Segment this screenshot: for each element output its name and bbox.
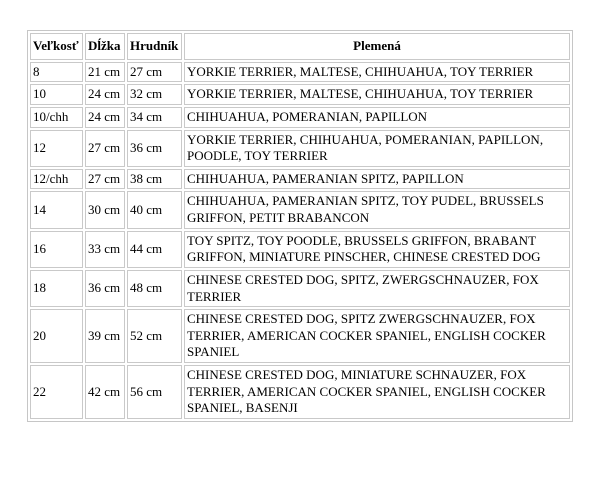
size-cell: 12/chh xyxy=(30,168,83,190)
table-row: 14 30 cm 40 cm CHIHUAHUA, PAMERANIAN SPI… xyxy=(30,191,570,229)
length-cell: 24 cm xyxy=(85,106,125,128)
header-row: Veľkosť Dĺžka Hrudník Plemená xyxy=(30,33,570,60)
table-row: 8 21 cm 27 cm YORKIE TERRIER, MALTESE, C… xyxy=(30,61,570,83)
breeds-cell: CHINESE CRESTED DOG, SPITZ ZWERGSCHNAUZE… xyxy=(184,309,570,363)
breeds-cell: CHINESE CRESTED DOG, MINIATURE SCHNAUZER… xyxy=(184,365,570,419)
breeds-cell: YORKIE TERRIER, MALTESE, CHIHUAHUA, TOY … xyxy=(184,61,570,83)
length-cell: 33 cm xyxy=(85,230,125,268)
size-cell: 22 xyxy=(30,365,83,419)
table-row: 10/chh 24 cm 34 cm CHIHUAHUA, POMERANIAN… xyxy=(30,106,570,128)
length-cell: 30 cm xyxy=(85,191,125,229)
breeds-column-header: Plemená xyxy=(184,33,570,60)
chest-cell: 52 cm xyxy=(127,309,182,363)
breeds-cell: CHIHUAHUA, PAMERANIAN SPITZ, TOY PUDEL, … xyxy=(184,191,570,229)
chest-cell: 32 cm xyxy=(127,84,182,105)
table-row: 22 42 cm 56 cm CHINESE CRESTED DOG, MINI… xyxy=(30,365,570,419)
size-cell: 12 xyxy=(30,129,83,167)
length-column-header: Dĺžka xyxy=(85,33,125,60)
chest-cell: 48 cm xyxy=(127,269,182,308)
length-cell: 24 cm xyxy=(85,84,125,105)
length-cell: 39 cm xyxy=(85,309,125,363)
size-cell: 10 xyxy=(30,84,83,105)
chest-cell: 34 cm xyxy=(127,106,182,128)
chest-cell: 36 cm xyxy=(127,129,182,167)
size-cell: 20 xyxy=(30,309,83,363)
table-row: 16 33 cm 44 cm TOY SPITZ, TOY POODLE, BR… xyxy=(30,230,570,268)
length-cell: 42 cm xyxy=(85,365,125,419)
length-cell: 21 cm xyxy=(85,61,125,83)
breeds-cell: TOY SPITZ, TOY POODLE, BRUSSELS GRIFFON,… xyxy=(184,230,570,268)
table-row: 10 24 cm 32 cm YORKIE TERRIER, MALTESE, … xyxy=(30,84,570,105)
chest-cell: 44 cm xyxy=(127,230,182,268)
chest-cell: 27 cm xyxy=(127,61,182,83)
size-cell: 10/chh xyxy=(30,106,83,128)
table-row: 12 27 cm 36 cm YORKIE TERRIER, CHIHUAHUA… xyxy=(30,129,570,167)
chest-cell: 40 cm xyxy=(127,191,182,229)
table-row: 12/chh 27 cm 38 cm CHIHUAHUA, PAMERANIAN… xyxy=(30,168,570,190)
length-cell: 27 cm xyxy=(85,129,125,167)
table-row: 20 39 cm 52 cm CHINESE CRESTED DOG, SPIT… xyxy=(30,309,570,363)
breeds-cell: CHINESE CRESTED DOG, SPITZ, ZWERGSCHNAUZ… xyxy=(184,269,570,308)
size-chart-table: Veľkosť Dĺžka Hrudník Plemená 8 21 cm 27… xyxy=(27,30,573,422)
breeds-cell: CHIHUAHUA, POMERANIAN, PAPILLON xyxy=(184,106,570,128)
size-cell: 8 xyxy=(30,61,83,83)
chest-column-header: Hrudník xyxy=(127,33,182,60)
length-cell: 27 cm xyxy=(85,168,125,190)
size-cell: 18 xyxy=(30,269,83,308)
length-cell: 36 cm xyxy=(85,269,125,308)
size-cell: 14 xyxy=(30,191,83,229)
size-cell: 16 xyxy=(30,230,83,268)
size-column-header: Veľkosť xyxy=(30,33,83,60)
breeds-cell: CHIHUAHUA, PAMERANIAN SPITZ, PAPILLON xyxy=(184,168,570,190)
chest-cell: 56 cm xyxy=(127,365,182,419)
breeds-cell: YORKIE TERRIER, MALTESE, CHIHUAHUA, TOY … xyxy=(184,84,570,105)
table-row: 18 36 cm 48 cm CHINESE CRESTED DOG, SPIT… xyxy=(30,269,570,308)
chest-cell: 38 cm xyxy=(127,168,182,190)
breeds-cell: YORKIE TERRIER, CHIHUAHUA, POMERANIAN, P… xyxy=(184,129,570,167)
